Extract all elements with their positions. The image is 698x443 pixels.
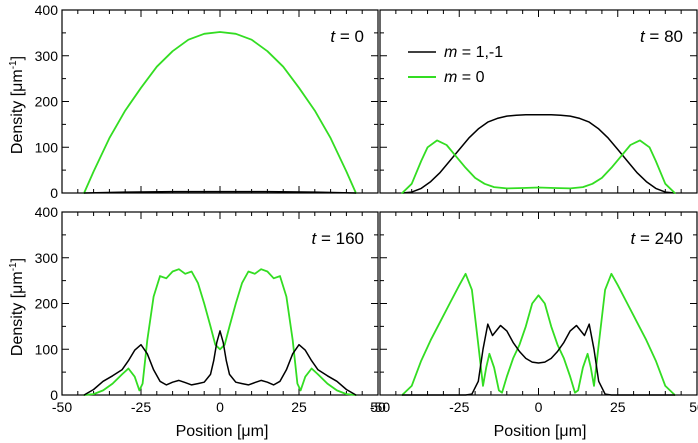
y-tick-label: 400	[35, 204, 59, 220]
series-line-m0	[83, 268, 357, 396]
legend: m = 1,-1 m = 0	[408, 44, 503, 86]
y-tick-label: 200	[35, 94, 59, 110]
panel-time-label: t = 160	[312, 229, 364, 248]
legend-label-m1: m = 1,-1	[444, 44, 503, 61]
panel-time-label: t = 240	[631, 229, 683, 248]
series-line-m0	[401, 272, 676, 396]
x-tick-label: -25	[131, 399, 151, 415]
y-tick-label: 0	[50, 185, 58, 201]
legend-label-m0: m = 0	[444, 69, 485, 86]
x-tick-label: 0	[216, 399, 224, 415]
x-axis-title-right: Position [μm]	[494, 423, 587, 440]
x-tick-label: -25	[449, 399, 469, 415]
series-line-m1	[83, 330, 357, 396]
x-tick-label: 50	[689, 399, 698, 415]
series-line-m1	[401, 114, 676, 194]
series-line-m0	[401, 139, 676, 194]
panel-t160: -50 -25 0 25 50 0 100 200 300 400 t = 160	[35, 204, 386, 415]
panel-time-label: t = 0	[330, 27, 364, 46]
panel-t80: t = 80	[379, 9, 698, 194]
y-tick-label: 0	[50, 387, 58, 403]
y-tick-label: 200	[35, 296, 59, 312]
y-axis-title-top: Density [μm-1]	[8, 56, 26, 154]
y-tick-label: 400	[35, 2, 59, 18]
series-line-m0	[83, 31, 357, 194]
x-tick-label: 25	[610, 399, 626, 415]
x-tick-label: 50	[370, 399, 386, 415]
series-line-m1	[401, 323, 676, 396]
x-axis-title-left: Position [μm]	[176, 423, 269, 440]
y-tick-label: 100	[35, 341, 59, 357]
panel-time-label: t = 80	[640, 27, 683, 46]
x-tick-label: -50	[370, 399, 390, 415]
panel-t0: 0 100 200 300 400 t = 0	[35, 2, 379, 201]
y-tick-label: 300	[35, 250, 59, 266]
y-tick-label: 300	[35, 48, 59, 64]
x-tick-label: 0	[535, 399, 543, 415]
series-line-m1	[83, 190, 357, 194]
x-tick-label: 25	[291, 399, 307, 415]
x-tick-label: -50	[52, 399, 72, 415]
panel-t240: -50 -25 0 25 50 t = 240	[370, 211, 698, 415]
y-axis-title-bottom: Density [μm-1]	[8, 258, 26, 356]
y-tick-label: 100	[35, 139, 59, 155]
